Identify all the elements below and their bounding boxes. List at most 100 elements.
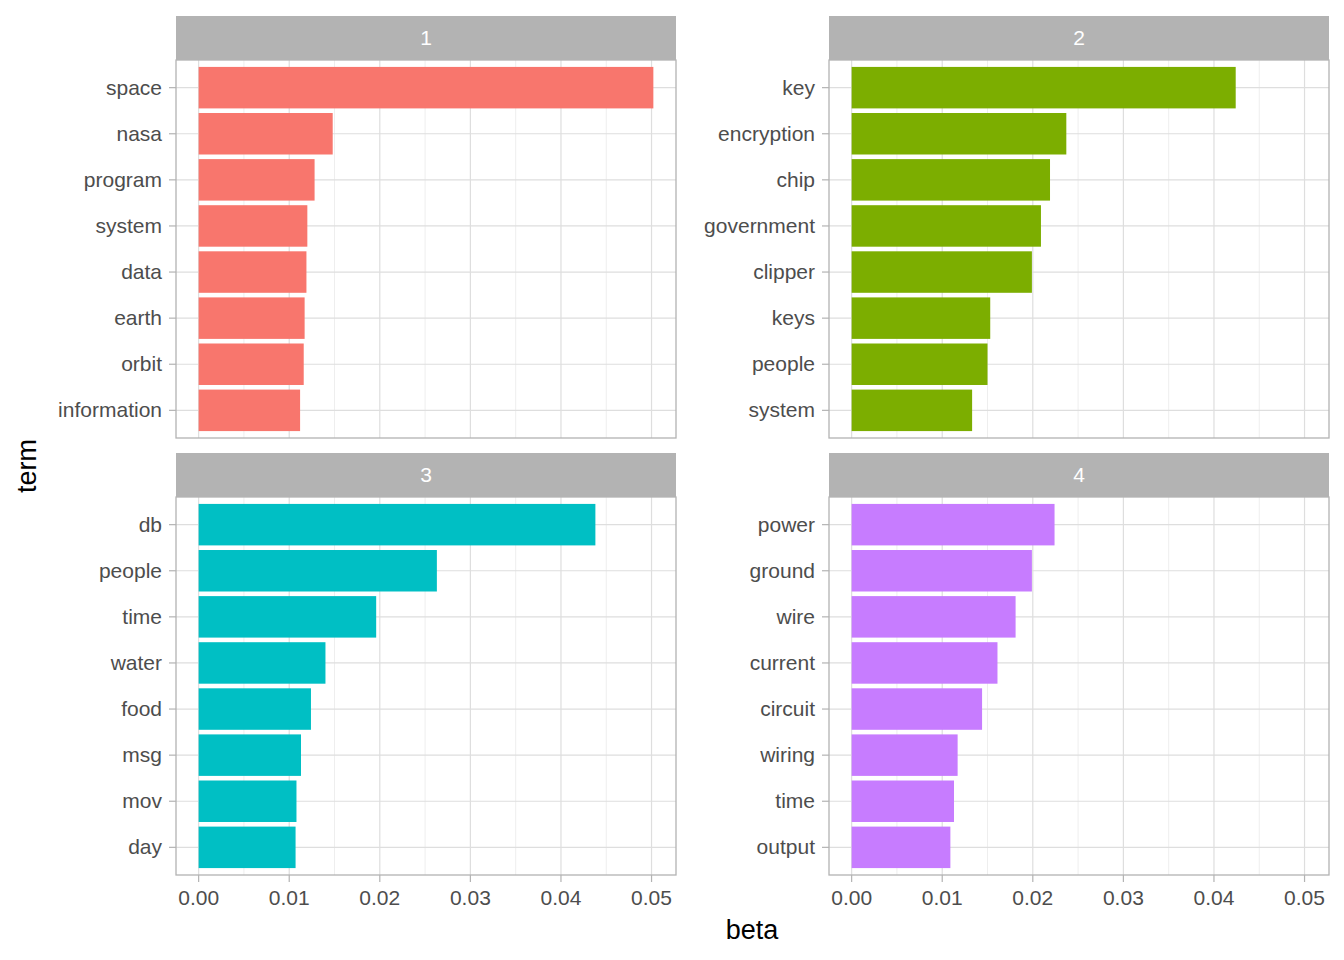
minor-grid-line xyxy=(1168,60,1169,438)
tick-label: information xyxy=(58,398,162,421)
tick xyxy=(822,225,829,226)
tick xyxy=(470,875,471,882)
background xyxy=(0,0,1344,960)
strip xyxy=(829,16,1329,60)
tick xyxy=(822,318,829,319)
tick xyxy=(169,225,176,226)
bar xyxy=(852,297,991,338)
tick xyxy=(822,616,829,617)
bar xyxy=(852,781,954,822)
plot-area xyxy=(829,497,1329,875)
tick-label: 0.05 xyxy=(1284,886,1325,909)
tick xyxy=(822,570,829,571)
tick-label: keys xyxy=(772,306,815,329)
tick xyxy=(1032,875,1033,882)
minor-grid-line xyxy=(1259,497,1260,875)
bar xyxy=(199,734,301,775)
tick-label: encryption xyxy=(718,122,815,145)
bar xyxy=(852,251,1032,292)
grid-line xyxy=(560,60,561,438)
tick xyxy=(822,87,829,88)
bar xyxy=(199,596,377,637)
tick xyxy=(169,801,176,802)
bar xyxy=(199,297,305,338)
tick-label: 0.03 xyxy=(1103,886,1144,909)
panel: 3dbpeopletimewaterfoodmsgmovday0.000.010… xyxy=(99,453,676,909)
tick xyxy=(1213,875,1214,882)
tick-label: system xyxy=(748,398,815,421)
panel-border xyxy=(829,60,1329,438)
tick-label: water xyxy=(110,651,162,674)
grid-line xyxy=(560,497,561,875)
bar xyxy=(199,67,654,108)
tick xyxy=(169,570,176,571)
panel-border xyxy=(829,497,1329,875)
tick xyxy=(651,875,652,882)
axis-title: beta xyxy=(726,915,780,945)
panel: 1spacenasaprogramsystemdataearthorbitinf… xyxy=(58,16,676,438)
bar xyxy=(852,688,982,729)
panel-border xyxy=(176,60,676,438)
tick-label: power xyxy=(758,513,815,536)
tick-label: system xyxy=(95,214,162,237)
tick-label: current xyxy=(750,651,816,674)
strip xyxy=(829,453,1329,497)
tick xyxy=(169,271,176,272)
tick-label: msg xyxy=(122,743,162,766)
tick-label: 0.01 xyxy=(922,886,963,909)
bar xyxy=(852,734,958,775)
tick-label: time xyxy=(122,605,162,628)
minor-grid-line xyxy=(1259,60,1260,438)
tick-label: 0.03 xyxy=(450,886,491,909)
tick xyxy=(822,524,829,525)
tick-label: nasa xyxy=(116,122,162,145)
tick xyxy=(169,364,176,365)
tick xyxy=(169,755,176,756)
plot-area xyxy=(829,60,1329,438)
grid-line xyxy=(1032,497,1033,875)
minor-grid-line xyxy=(1078,60,1079,438)
strip xyxy=(176,16,676,60)
plot-area xyxy=(176,497,676,875)
tick-label: clipper xyxy=(753,260,815,283)
tick-label: db xyxy=(139,513,162,536)
bar xyxy=(852,159,1050,200)
tick xyxy=(1304,875,1305,882)
tick xyxy=(169,616,176,617)
tick-label: 0.00 xyxy=(178,886,219,909)
tick xyxy=(169,318,176,319)
grid-line xyxy=(1123,497,1124,875)
tick xyxy=(822,410,829,411)
bar xyxy=(852,596,1016,637)
bar xyxy=(852,344,988,385)
tick-label: 0.04 xyxy=(1194,886,1235,909)
minor-grid-line xyxy=(334,60,335,438)
tick-label: 0.05 xyxy=(631,886,672,909)
tick xyxy=(851,875,852,882)
tick-label: people xyxy=(99,559,162,582)
tick xyxy=(169,410,176,411)
tick xyxy=(169,847,176,848)
tick xyxy=(822,801,829,802)
tick-label: output xyxy=(757,835,816,858)
axis-title: term xyxy=(12,439,42,493)
bar xyxy=(852,550,1032,591)
chart: 1spacenasaprogramsystemdataearthorbitinf… xyxy=(0,0,1344,960)
tick-label: chip xyxy=(776,168,815,191)
panel-border xyxy=(176,497,676,875)
facet-title: 4 xyxy=(1073,463,1085,486)
grid-line xyxy=(1304,497,1305,875)
bar xyxy=(199,550,437,591)
tick xyxy=(822,662,829,663)
tick xyxy=(289,875,290,882)
bar xyxy=(852,827,951,868)
minor-grid-line xyxy=(606,60,607,438)
tick xyxy=(169,662,176,663)
bar xyxy=(199,390,300,431)
tick xyxy=(822,847,829,848)
panel: 2keyencryptionchipgovernmentclipperkeysp… xyxy=(704,16,1329,438)
tick xyxy=(822,755,829,756)
tick-label: key xyxy=(782,76,815,99)
tick xyxy=(169,708,176,709)
tick-label: government xyxy=(704,214,815,237)
